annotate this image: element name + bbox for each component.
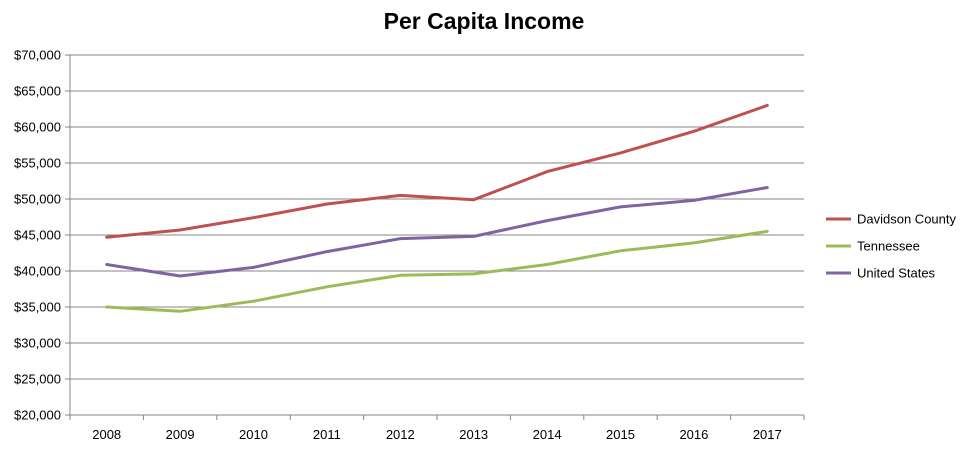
x-tick-label: 2012 [386, 427, 415, 442]
y-tick-label: $20,000 [14, 408, 61, 423]
series-lines [105, 103, 769, 313]
y-tick-label: $45,000 [14, 228, 61, 243]
x-tick-label: 2010 [239, 427, 268, 442]
y-tick-label: $55,000 [14, 156, 61, 171]
axes [65, 54, 805, 420]
chart-title: Per Capita Income [384, 8, 585, 34]
gridlines [70, 54, 804, 380]
x-tick-label: 2017 [753, 427, 782, 442]
y-tick-label: $35,000 [14, 300, 61, 315]
series-line-united-states [105, 186, 769, 278]
x-tick-label: 2014 [533, 427, 562, 442]
series-line-davidson-county [105, 103, 769, 239]
x-tick-label: 2016 [679, 427, 708, 442]
y-tick-label: $65,000 [14, 84, 61, 99]
x-tick-label: 2013 [459, 427, 488, 442]
legend-label-united-states: United States [857, 266, 936, 281]
y-tick-label: $40,000 [14, 264, 61, 279]
x-axis-tick-labels: 2008 2009 2010 2011 2012 2013 2014 2015 2016 2017 [92, 427, 782, 442]
x-tick-label: 2008 [92, 427, 121, 442]
y-tick-label: $25,000 [14, 372, 61, 387]
y-tick-label: $70,000 [14, 48, 61, 63]
y-tick-label: $60,000 [14, 120, 61, 135]
legend-label-tennessee: Tennessee [857, 239, 920, 254]
y-tick-label: $50,000 [14, 192, 61, 207]
y-axis-tick-labels: $20,000 $25,000 $30,000 $35,000 $40,000 $45,0… [14, 48, 61, 423]
x-tick-label: 2015 [606, 427, 635, 442]
y-tick-label: $30,000 [14, 336, 61, 351]
legend-label-davidson-county: Davidson County [857, 212, 956, 227]
legend: Davidson County Tennessee United States [826, 212, 956, 281]
series-line-tennessee [105, 229, 769, 313]
x-tick-label: 2011 [313, 427, 341, 442]
x-tick-label: 2009 [166, 427, 195, 442]
